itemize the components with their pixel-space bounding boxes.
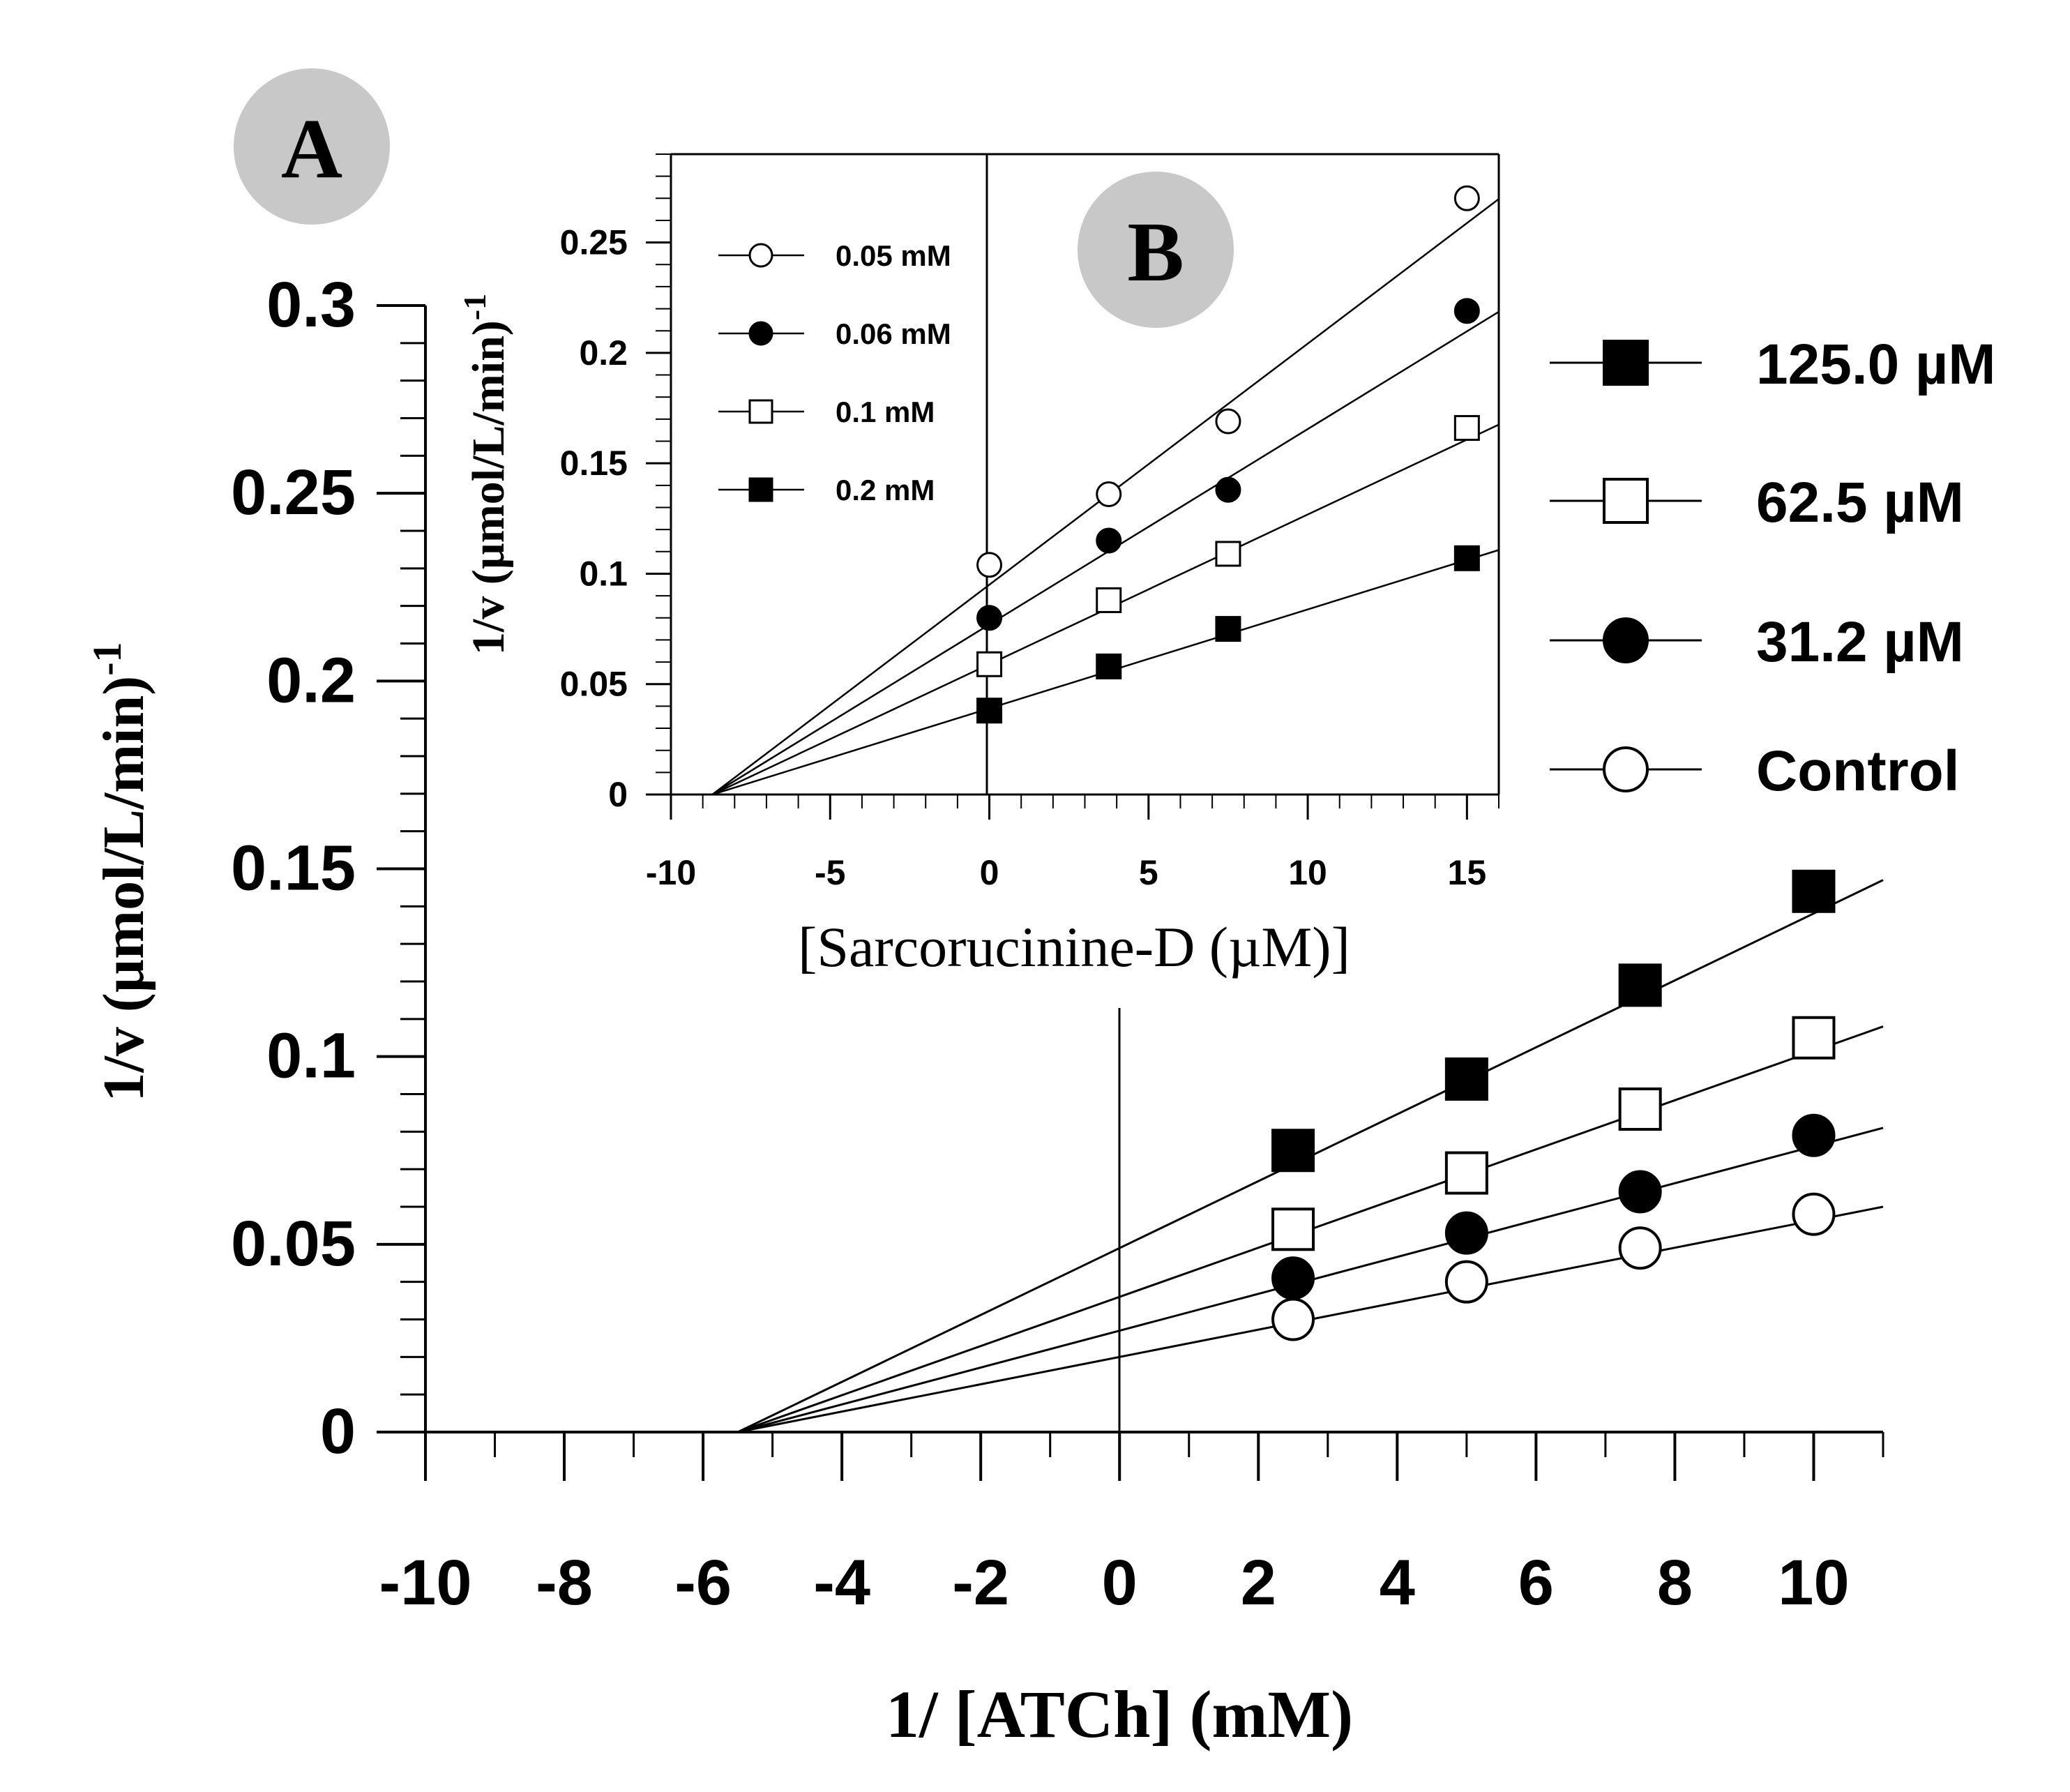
panel-a-label: A: [281, 102, 342, 196]
panel-b-y-axis-title: 1/v (µmol/L/min)-1: [457, 294, 514, 655]
panel-a-data-point: [1792, 1016, 1836, 1060]
panel-b-y-tick-label: 0.05: [560, 665, 628, 704]
panel-b-legend-marker: [748, 321, 773, 346]
panel-b-data-point: [1215, 541, 1241, 567]
panel-b-data-point: [976, 552, 1003, 578]
panel-a-legend-label: 125.0 µM: [1756, 333, 1996, 396]
panel-a-data-point: [1271, 1297, 1315, 1341]
panel-a-x-tick-label: 2: [1241, 1547, 1276, 1618]
panel-b-x-tick-label: 0: [980, 853, 999, 892]
panel-b-data-point: [1453, 185, 1480, 211]
panel-a-data-point: [1618, 1226, 1662, 1270]
panel-a-x-tick-label: -2: [952, 1547, 1009, 1618]
panel-a-legend-marker: [1603, 478, 1649, 524]
panel-a: A 00.050.10.150.20.250.3 -10 -8 -6 -4 -2 0 2 4 6…: [84, 68, 1996, 1752]
panel-a-x-tick-label: -10: [379, 1547, 472, 1618]
panel-a-y-tick-label: 0.1: [266, 1021, 356, 1092]
panel-a-data-point: [1792, 1192, 1836, 1236]
panel-a-x-tick-label: 6: [1518, 1547, 1554, 1618]
panel-b-label: B: [1127, 205, 1184, 299]
panel-a-badge: [234, 68, 390, 225]
panel-b-data-point: [1096, 481, 1122, 507]
panel-a-x-tick-label: 0: [1102, 1547, 1138, 1618]
panel-a-data-point: [1618, 1087, 1662, 1131]
panel-a-data-point: [1618, 963, 1662, 1007]
panel-b-y-axis-title-sup: -1: [457, 294, 492, 320]
panel-b-data-point: [1096, 653, 1122, 679]
panel-a-data-point: [1444, 1211, 1488, 1255]
panel-a-data-point: [1618, 1170, 1662, 1214]
panel-a-legend-marker: [1603, 340, 1649, 386]
panel-a-data-point: [1444, 1260, 1488, 1304]
panel-a-y-tick-label: 0.25: [231, 457, 356, 528]
panel-b-data-point: [1453, 298, 1480, 324]
panel-b-y-tick-label: 0.2: [579, 333, 628, 372]
panel-b-x-tick-label: 10: [1288, 853, 1327, 892]
panel-b-badge: [1078, 172, 1234, 328]
panel-a-legend-marker: [1603, 746, 1649, 792]
panel-b-data-point: [976, 651, 1003, 677]
panel-a-legend-label: 31.2 µM: [1756, 610, 1964, 674]
panel-b-legend-label: 0.2 mM: [836, 474, 935, 506]
panel-b-y-tick-label: 0.1: [579, 554, 628, 593]
panel-b-legend-marker: [748, 477, 773, 502]
panel-b-y-axis-title-main: 1/v (µmol/L/min): [463, 320, 514, 655]
panel-b-legend-marker: [748, 243, 773, 268]
panel-b-legend-label: 0.06 mM: [836, 317, 951, 350]
panel-a-legend-label: Control: [1756, 739, 1959, 803]
panel-a-y-tick-label: 0: [320, 1396, 356, 1467]
panel-b-inset: 0 0.05 0.1 0.15 0.2 0.25 -10 -5 0 5 10 15 B [Sarco…: [457, 153, 1500, 979]
panel-a-data-point: [1271, 1256, 1315, 1300]
panel-a-data-point: [1271, 1129, 1315, 1173]
panel-b-data-point: [1215, 408, 1241, 435]
panel-b-y-tick-label: 0.25: [560, 223, 628, 262]
panel-a-x-axis-title: 1/ [ATCh] (mM): [886, 1677, 1353, 1752]
panel-a-data-point: [1444, 1151, 1488, 1195]
panel-b-x-axis-title: [Sarcorucinine-D (µM)]: [798, 915, 1350, 979]
panel-b-data-point: [1215, 476, 1241, 503]
panel-b-legend-marker: [748, 399, 773, 424]
panel-a-y-tick-label: 0.2: [266, 645, 356, 716]
panel-a-x-tick-label: 10: [1778, 1547, 1849, 1618]
panel-b-legend-label: 0.1 mM: [836, 396, 935, 428]
panel-b-data-point: [1096, 527, 1122, 554]
panel-a-y-tick-label: 0.05: [231, 1208, 356, 1279]
panel-b-data-point: [976, 605, 1003, 631]
panel-b-legend-label: 0.05 mM: [836, 239, 951, 272]
panel-a-legend-label: 62.5 µM: [1756, 471, 1964, 534]
panel-b-data-point: [1215, 616, 1241, 642]
panel-a-data-point: [1792, 1113, 1836, 1157]
panel-a-y-axis-title-main: 1/v (µmol/L/min): [91, 676, 156, 1102]
panel-b-data-point: [1453, 545, 1480, 571]
panel-a-x-tick-label: -8: [536, 1547, 593, 1618]
panel-a-x-tick-label: 4: [1380, 1547, 1415, 1618]
panel-b-data-point: [1453, 415, 1480, 442]
panel-b-fit-line: [711, 310, 1499, 796]
panel-a-x-tick-label: -6: [674, 1547, 732, 1618]
panel-b-x-tick-label: 5: [1139, 853, 1158, 892]
panel-a-data-point: [1271, 1207, 1315, 1251]
panel-a-y-axis-title-sup: -1: [84, 642, 130, 675]
panel-b-x-tick-label: -5: [815, 853, 845, 892]
panel-a-y-axis-title: 1/v (µmol/L/min)-1: [84, 642, 156, 1101]
panel-a-y-tick-label: 0.15: [231, 833, 356, 904]
panel-b-legend: 0.05 mM 0.06 mM 0.1 mM 0.2 mM: [718, 239, 951, 506]
panel-b-x-tick-label: -10: [646, 853, 696, 892]
panel-b-data-point: [976, 698, 1003, 724]
panel-b-x-tick-label: 15: [1448, 853, 1487, 892]
panel-a-legend-marker: [1603, 617, 1649, 663]
panel-a-y-tick-label: 0.3: [266, 269, 356, 340]
panel-a-data-point: [1792, 869, 1836, 913]
panel-b-y-tick-label: 0: [608, 775, 628, 814]
panel-a-x-tick-label: -4: [813, 1547, 870, 1618]
panel-a-legend: 125.0 µM 62.5 µM 31.2 µM Control: [1550, 333, 1996, 803]
panel-a-x-tick-label: 8: [1657, 1547, 1693, 1618]
panel-a-data-point: [1444, 1057, 1488, 1101]
panel-b-data-point: [1096, 587, 1122, 613]
panel-b-y-tick-label: 0.15: [560, 444, 628, 483]
